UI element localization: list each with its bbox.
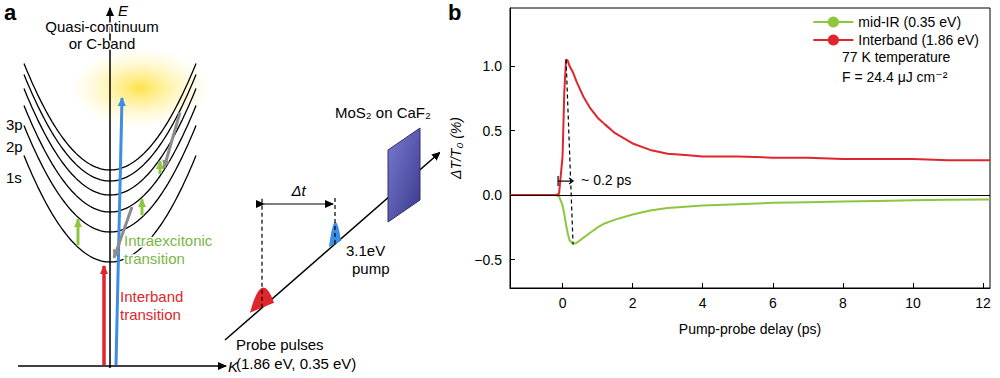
svg-text:Interband (1.86 eV): Interband (1.86 eV) <box>858 32 979 48</box>
svg-text:Interband: Interband <box>120 288 183 305</box>
svg-text:E: E <box>118 2 129 19</box>
svg-text:Quasi-continuum: Quasi-continuum <box>45 18 158 35</box>
svg-text:2: 2 <box>629 295 637 311</box>
svg-text:Δt: Δt <box>290 182 306 199</box>
svg-text:pump: pump <box>352 260 390 277</box>
svg-text:MoS₂ on CaF₂: MoS₂ on CaF₂ <box>335 104 431 121</box>
svg-text:1.0: 1.0 <box>483 58 503 74</box>
svg-text:mid-IR (0.35 eV): mid-IR (0.35 eV) <box>858 14 961 30</box>
svg-text:2p: 2p <box>6 138 23 155</box>
svg-text:Pump-probe delay (ps): Pump-probe delay (ps) <box>679 321 821 337</box>
svg-text:1s: 1s <box>6 169 22 186</box>
svg-text:3.1eV: 3.1eV <box>346 242 385 259</box>
svg-text:0.0: 0.0 <box>483 187 503 203</box>
svg-text:4: 4 <box>699 295 707 311</box>
svg-text:Intraexcitonic: Intraexcitonic <box>124 232 213 249</box>
svg-text:K: K <box>228 358 238 375</box>
svg-text:−0.5: −0.5 <box>474 252 502 268</box>
svg-text:3p: 3p <box>6 116 23 133</box>
svg-text:12: 12 <box>975 295 991 311</box>
svg-text:6: 6 <box>769 295 777 311</box>
svg-text:0.5: 0.5 <box>483 123 503 139</box>
svg-text:77 K temperature: 77 K temperature <box>842 49 950 65</box>
svg-text:(1.86 eV, 0.35 eV): (1.86 eV, 0.35 eV) <box>236 355 356 372</box>
svg-text:transition: transition <box>124 250 185 267</box>
svg-text:0: 0 <box>559 295 567 311</box>
svg-text:transition: transition <box>120 306 181 323</box>
svg-text:10: 10 <box>905 295 921 311</box>
svg-text:ΔT/T₀ (%): ΔT/T₀ (%) <box>448 117 464 180</box>
svg-text:F = 24.4 μJ cm⁻²: F = 24.4 μJ cm⁻² <box>842 69 948 85</box>
svg-text:~ 0.2 ps: ~ 0.2 ps <box>581 172 631 188</box>
svg-text:a: a <box>4 0 17 25</box>
svg-text:Probe pulses: Probe pulses <box>236 336 324 353</box>
svg-text:8: 8 <box>839 295 847 311</box>
svg-text:or C-band: or C-band <box>69 35 136 52</box>
html-text:b: b <box>448 0 462 25</box>
